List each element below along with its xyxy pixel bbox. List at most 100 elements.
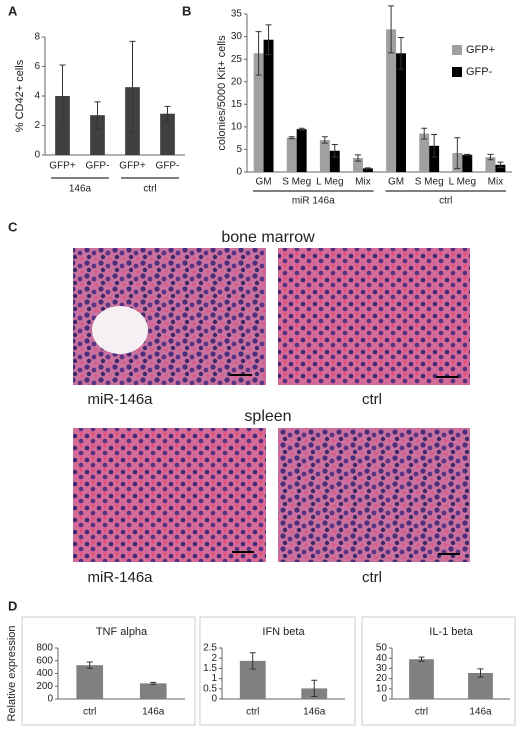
bar bbox=[296, 129, 307, 172]
histology-label: miR-146a bbox=[87, 569, 153, 586]
y-tick-label: 25 bbox=[231, 54, 243, 65]
error-bar bbox=[398, 36, 405, 70]
error-bar bbox=[388, 5, 395, 54]
bar bbox=[263, 39, 274, 172]
chart-title: IFN beta bbox=[262, 626, 305, 638]
panel-letter: C bbox=[8, 219, 18, 234]
y-tick-label: 0 bbox=[381, 694, 387, 705]
group-label: ctrl bbox=[439, 196, 452, 207]
x-tick-label: GM bbox=[388, 177, 404, 188]
histology-label: miR-146a bbox=[87, 391, 153, 408]
y-tick-label: 5 bbox=[236, 144, 242, 155]
error-bar bbox=[298, 127, 305, 131]
bar bbox=[286, 137, 297, 172]
x-tick-label: GFP- bbox=[156, 161, 180, 172]
error-bar bbox=[354, 154, 361, 162]
y-tick-label: 2.5 bbox=[203, 643, 217, 654]
y-tick-label: 8 bbox=[34, 32, 40, 43]
y-tick-label: 6 bbox=[34, 61, 40, 72]
y-tick-label: 2 bbox=[211, 653, 217, 664]
x-tick-label: GFP+ bbox=[119, 161, 146, 172]
x-tick-label: S Meg bbox=[282, 177, 311, 188]
vessel bbox=[92, 306, 148, 354]
y-tick-label: 200 bbox=[36, 681, 53, 692]
chart-frame bbox=[361, 616, 516, 726]
histology-title: bone marrow bbox=[221, 229, 315, 246]
x-tick-label: 146a bbox=[142, 707, 165, 718]
error-bar bbox=[265, 24, 272, 56]
x-tick-label: Mix bbox=[488, 177, 504, 188]
chart-title: IL-1 beta bbox=[429, 626, 473, 638]
error-bar bbox=[311, 679, 318, 698]
error-bar bbox=[86, 661, 93, 669]
panel-letter: D bbox=[8, 598, 17, 613]
y-tick-label: 35 bbox=[231, 9, 243, 20]
bar bbox=[386, 29, 397, 172]
y-tick-label: 800 bbox=[36, 643, 53, 654]
bar bbox=[485, 157, 496, 172]
error-bar bbox=[497, 161, 504, 168]
error-bar bbox=[164, 105, 171, 122]
legend-label: GFP- bbox=[466, 66, 493, 78]
y-tick-label: 4 bbox=[34, 91, 40, 102]
bar bbox=[253, 53, 264, 172]
chart-frame bbox=[21, 616, 196, 726]
bar bbox=[90, 115, 105, 155]
bar bbox=[319, 139, 330, 172]
bar bbox=[362, 168, 373, 172]
y-axis-label: Relative expression bbox=[6, 626, 18, 722]
y-tick-label: 0 bbox=[236, 167, 242, 178]
y-tick-label: 1 bbox=[211, 673, 217, 684]
y-tick-label: 10 bbox=[231, 121, 243, 132]
bar bbox=[353, 158, 363, 172]
histology-title: spleen bbox=[244, 408, 291, 425]
y-axis-label: % CD42+ cells bbox=[14, 59, 26, 132]
chart-frame bbox=[199, 616, 356, 726]
y-axis-label: colonies/5000 Kit+ cells bbox=[216, 35, 228, 151]
bar bbox=[76, 665, 104, 699]
y-tick-label: 400 bbox=[36, 668, 53, 679]
error-bar bbox=[288, 136, 295, 140]
error-bar bbox=[477, 668, 484, 678]
x-tick-label: 146a bbox=[469, 707, 492, 718]
legend-swatch bbox=[452, 67, 462, 77]
error-bar bbox=[454, 137, 461, 169]
error-bar bbox=[421, 127, 428, 140]
x-tick-label: Mix bbox=[355, 177, 371, 188]
bar bbox=[409, 659, 434, 699]
histology-label: ctrl bbox=[362, 569, 382, 586]
y-tick-label: 0 bbox=[34, 150, 40, 161]
y-tick-label: 1.5 bbox=[203, 663, 217, 674]
y-tick-label: 600 bbox=[36, 655, 53, 666]
x-tick-label: GFP- bbox=[86, 161, 110, 172]
x-tick-label: ctrl bbox=[246, 707, 259, 718]
error-bar bbox=[94, 101, 101, 129]
error-bar bbox=[321, 136, 328, 144]
x-tick-label: 146a bbox=[303, 707, 326, 718]
error-bar bbox=[249, 652, 256, 670]
group-label: 146a bbox=[69, 184, 92, 195]
legend-label: GFP+ bbox=[466, 44, 495, 56]
x-tick-label: ctrl bbox=[83, 707, 96, 718]
error-bar bbox=[418, 656, 425, 662]
y-tick-label: 0 bbox=[211, 694, 217, 705]
panel-letter: A bbox=[8, 3, 18, 18]
bar bbox=[495, 164, 506, 172]
y-tick-label: 0.5 bbox=[203, 683, 217, 694]
histology-image bbox=[73, 428, 266, 562]
panel-letter: B bbox=[182, 3, 191, 18]
bar bbox=[329, 150, 340, 172]
y-tick-label: 0 bbox=[47, 694, 53, 705]
group-label: ctrl bbox=[143, 184, 156, 195]
y-tick-label: 50 bbox=[376, 643, 388, 654]
y-tick-label: 20 bbox=[231, 76, 243, 87]
chart-title: TNF alpha bbox=[96, 626, 148, 638]
x-tick-label: GM bbox=[256, 177, 272, 188]
error-bar bbox=[487, 153, 494, 161]
bar bbox=[160, 113, 175, 155]
bar bbox=[462, 154, 473, 172]
x-tick-label: GFP+ bbox=[49, 161, 76, 172]
y-tick-label: 2 bbox=[34, 120, 40, 131]
bar bbox=[396, 53, 406, 172]
